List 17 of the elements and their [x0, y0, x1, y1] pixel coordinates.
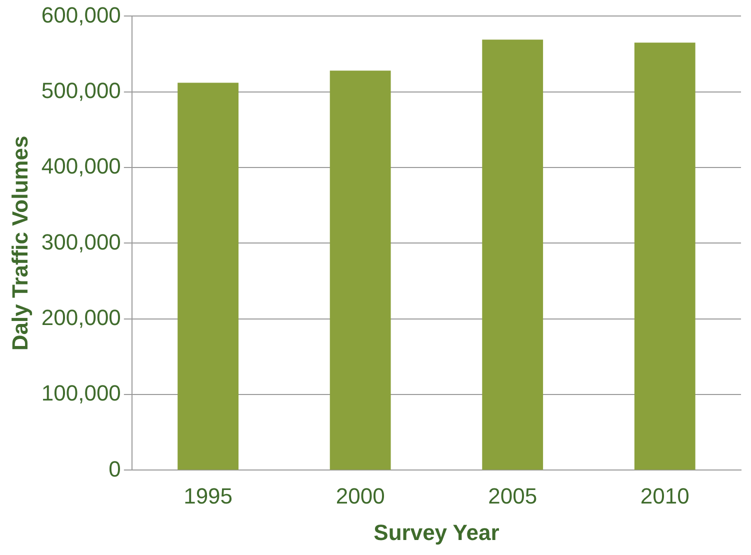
y-tick-label: 600,000 [41, 2, 121, 28]
bar [330, 70, 391, 470]
y-tick-label: 200,000 [41, 304, 121, 330]
x-tick-label: 1995 [184, 483, 233, 508]
y-tick-label: 400,000 [41, 154, 121, 179]
x-axis-title: Survey Year [374, 520, 500, 545]
y-tick-label: 100,000 [41, 380, 121, 406]
y-tick-label: 0 [108, 456, 121, 482]
y-axis-title: Daly Traffic Volumes [7, 136, 32, 351]
bar [482, 40, 544, 470]
y-tick-label: 300,000 [41, 229, 121, 254]
x-tick-label: 2000 [336, 483, 385, 508]
bar [634, 42, 696, 470]
x-tick-label: 2010 [640, 483, 690, 508]
y-tick-label: 500,000 [41, 78, 121, 103]
bar [178, 82, 239, 470]
x-tick-label: 2005 [488, 483, 538, 508]
